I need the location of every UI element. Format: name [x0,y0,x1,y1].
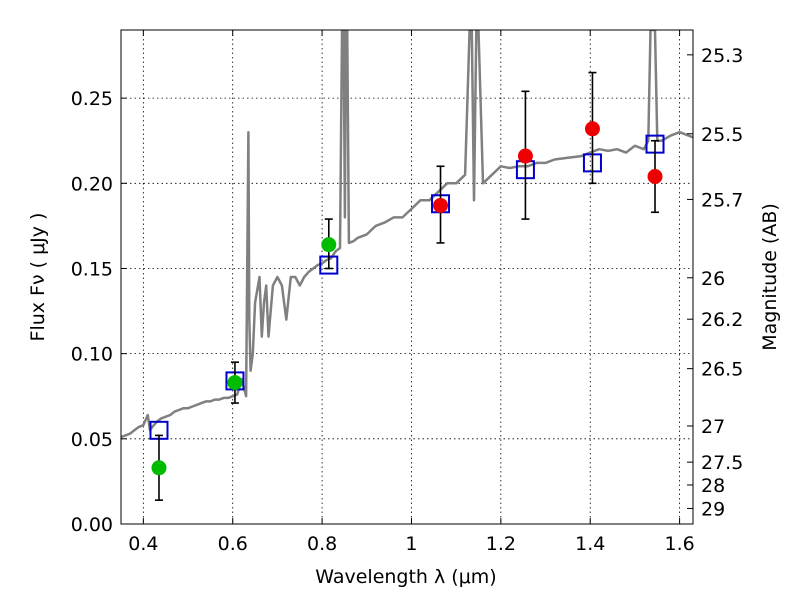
x-tick-label: 0.4 [128,533,158,555]
plot-data [121,30,693,501]
y2-tick-label: 25.3 [701,45,743,67]
red-observed-point [584,121,600,137]
y2-tick-label: 29 [701,498,725,520]
y-tick-label: 0.25 [71,88,113,110]
x-axis-title: Wavelength λ (μm) [315,566,496,588]
x-tick-label: 1.6 [664,533,694,555]
red-observed-point [433,197,449,213]
x-tick-label: 1.2 [486,533,516,555]
green-observed-point [227,375,243,391]
spectrum-line [121,30,693,439]
y-tick-label: 0.00 [71,514,113,536]
y2-tick-label: 26.5 [701,359,743,381]
y2-axis-title: Magnitude (AB) [759,203,781,351]
y-tick-label: 0.05 [71,429,113,451]
green-observed-point [321,237,337,253]
x-tick-label: 1 [405,533,417,555]
x-tick-label: 0.8 [307,533,337,555]
x-tick-label: 1.4 [575,533,605,555]
red-observed-point [647,168,663,184]
y2-tick-label: 28 [701,475,725,497]
y2-tick-label: 25.5 [701,124,743,146]
y2-tick-label: 27 [701,416,725,438]
y2-tick-label: 26.2 [701,309,743,331]
y2-tick-label: 26 [701,268,725,290]
x-tick-label: 0.6 [218,533,248,555]
y-tick-label: 0.15 [71,258,113,280]
green-observed-point [151,460,167,476]
y-tick-label: 0.10 [71,344,113,366]
axes: 0.4 0.6 0.8 1 1.2 1.4 1.6 0.00 0.05 0.10 0.15 0.20 0… [71,30,743,555]
y-tick-label: 0.20 [71,173,113,195]
plot-frame [120,29,694,525]
y2-tick-label: 25.7 [701,189,743,211]
red-observed-point [517,148,533,164]
y-axis-title: Flux Fν ( μJy ) [27,213,49,342]
y2-tick-label: 27.5 [701,452,743,474]
